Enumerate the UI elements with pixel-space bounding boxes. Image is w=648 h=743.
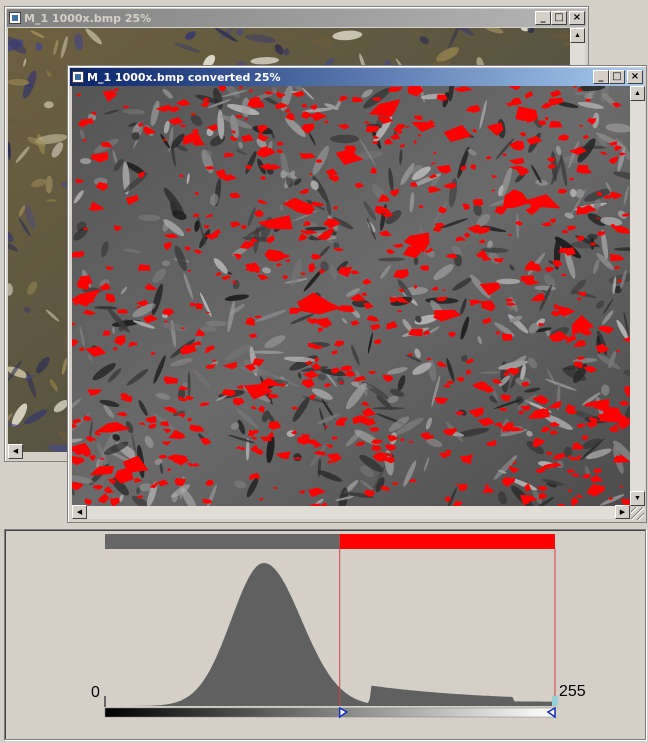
threshold-below-bar: [105, 534, 340, 549]
arrow-left-icon[interactable]: ◀: [8, 444, 23, 459]
arrow-left-icon[interactable]: ◀: [72, 505, 87, 519]
upper-threshold-handle[interactable]: [546, 706, 556, 719]
resize-grip-icon[interactable]: [631, 507, 644, 520]
close-button[interactable]: ×: [569, 11, 585, 25]
maximize-button[interactable]: □: [609, 70, 625, 84]
lower-threshold-handle[interactable]: [338, 706, 349, 719]
original-window-titlebar[interactable]: M_1 1000x.bmp 25% _ □ ×: [7, 9, 586, 27]
converted-window-title: M_1 1000x.bmp converted 25%: [87, 70, 281, 84]
threshold-histogram[interactable]: [5, 530, 645, 739]
converted-window-titlebar[interactable]: M_1 1000x.bmp converted 25% _ □ ×: [70, 68, 644, 86]
maximize-button[interactable]: □: [551, 11, 567, 25]
document-icon: [9, 12, 21, 24]
close-button[interactable]: ×: [627, 70, 643, 84]
document-icon: [72, 71, 84, 83]
arrow-right-icon[interactable]: ▶: [615, 505, 630, 519]
minimize-button[interactable]: _: [535, 11, 551, 25]
original-window-title: M_1 1000x.bmp 25%: [24, 11, 152, 25]
upper-marker-box: [552, 696, 558, 706]
converted-horizontal-scrollbar[interactable]: ◀ ▶: [72, 505, 630, 519]
histogram-area: [105, 563, 555, 706]
arrow-up-icon[interactable]: ▲: [570, 28, 585, 43]
gray-ramp: [104, 707, 556, 718]
arrow-up-icon[interactable]: ▲: [630, 86, 645, 101]
threshold-above-bar: [339, 534, 555, 549]
max-value-label: 255: [559, 683, 586, 700]
minimize-button[interactable]: _: [593, 70, 609, 84]
threshold-panel: 0 255: [4, 529, 646, 740]
arrow-down-icon[interactable]: ▼: [630, 491, 645, 506]
min-value-label: 0: [91, 684, 100, 701]
converted-vertical-scrollbar[interactable]: ▲ ▼: [630, 86, 645, 506]
converted-micrograph-image: [72, 86, 630, 506]
converted-image-window[interactable]: M_1 1000x.bmp converted 25% _ □ × ▲ ▼ ◀ …: [67, 65, 647, 523]
